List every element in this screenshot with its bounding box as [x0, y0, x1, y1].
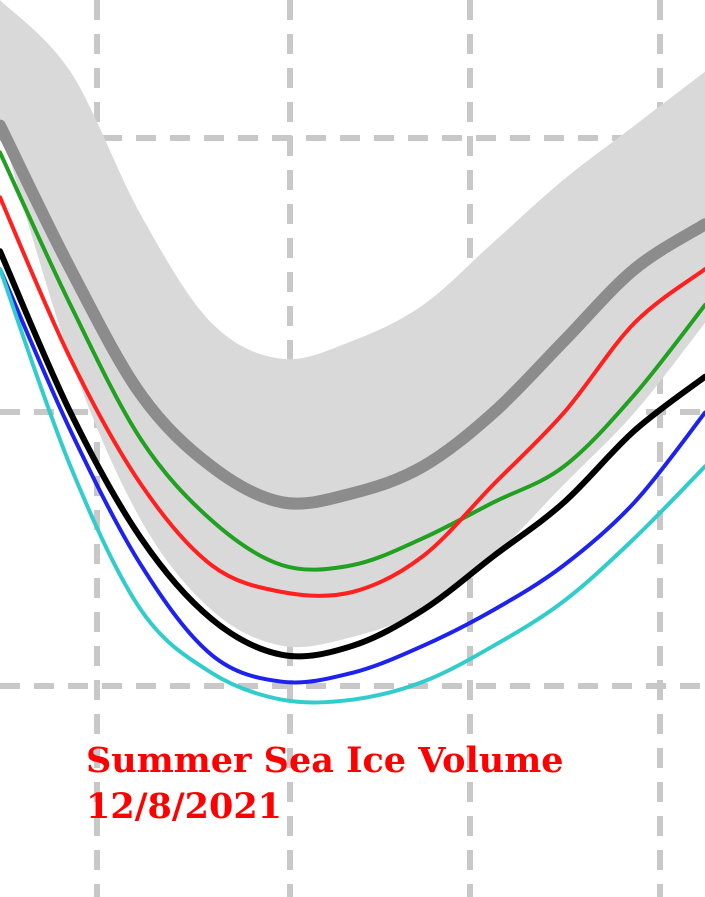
caption-date: 12/8/2021 — [86, 786, 283, 827]
chart-caption: Summer Sea Ice Volume 12/8/2021 — [86, 738, 564, 830]
series-line-6 — [0, 267, 705, 705]
series-line-4 — [0, 248, 705, 660]
series-line-3 — [0, 195, 705, 598]
series-line-1 — [0, 119, 705, 510]
series-lines — [0, 119, 705, 705]
series-line-2 — [0, 150, 705, 572]
caption-title: Summer Sea Ice Volume — [86, 740, 564, 781]
series-line-5 — [0, 267, 705, 685]
